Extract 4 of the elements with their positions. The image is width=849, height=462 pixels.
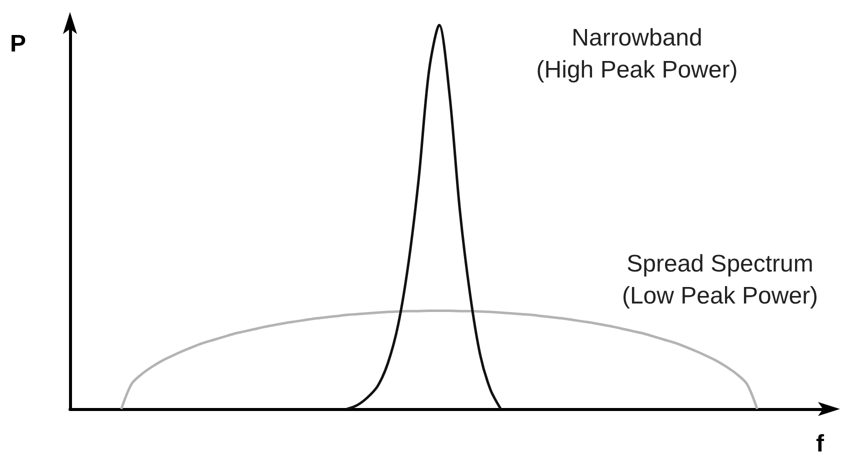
annotation: Spread Spectrum (Low Peak Power) <box>622 250 818 310</box>
x-axis-title: f <box>816 430 825 458</box>
annotation: Narrowband (High Peak Power) <box>536 24 738 84</box>
y-axis-title: P <box>10 30 26 58</box>
